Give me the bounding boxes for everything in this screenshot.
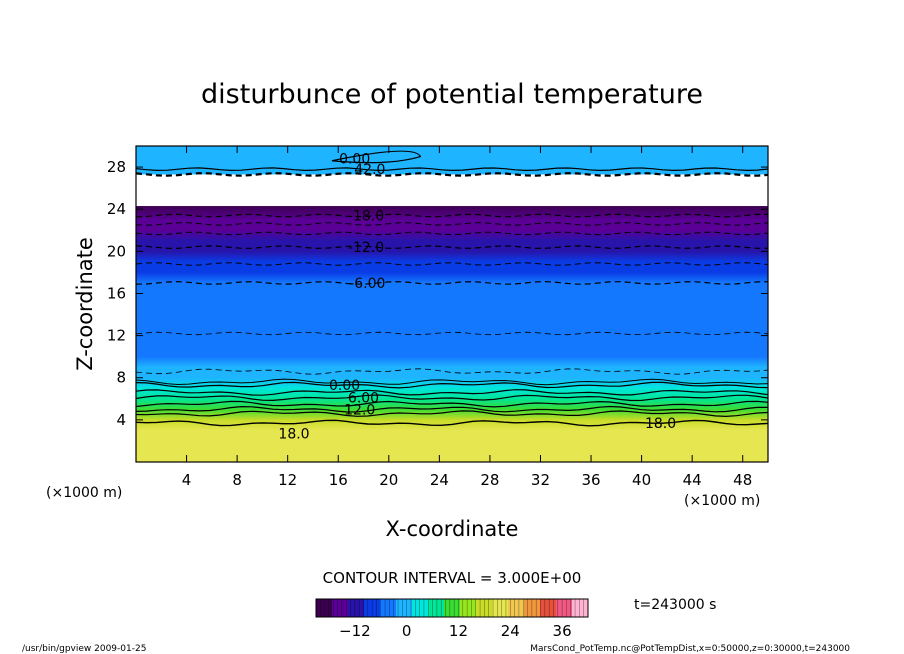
contour-line [136, 222, 768, 226]
missing-data-band [136, 174, 768, 207]
x-axis: 4 8 12 16 20 24 28 32 36 40 44 48 [182, 146, 752, 489]
contour-line [136, 400, 768, 408]
contour-labels: 0.006.0012.018.018.0-6.00-12.0-18.00.004… [278, 152, 676, 443]
x-tick-label: 4 [182, 471, 192, 489]
x-tick-label: 48 [733, 471, 752, 489]
contour-label: 18.0 [278, 427, 309, 443]
y-axis-unit: (×1000 m) [46, 485, 122, 501]
colorbar-segment [412, 599, 429, 617]
colorbar-tick-label: 12 [449, 622, 468, 640]
y-tick-label: 8 [116, 369, 126, 387]
contour-lines [136, 150, 768, 427]
colorbar: −12 0 12 24 36 [315, 598, 589, 640]
colorbar-segment [556, 599, 573, 617]
colorbar-tick-label: −12 [339, 622, 371, 640]
x-tick-label: 36 [581, 471, 600, 489]
x-tick-label: 40 [632, 471, 651, 489]
colorbar-tick-label: 36 [553, 622, 572, 640]
x-tick-label: 16 [329, 471, 348, 489]
y-tick-label: 24 [107, 200, 126, 218]
contour-label: -6.00 [349, 276, 385, 292]
contour-line [136, 405, 768, 413]
contour-label: 6.00 [348, 391, 379, 407]
colorbar-segment [396, 599, 413, 617]
y-tick-label: 16 [107, 284, 126, 302]
contour-label: -18.0 [348, 209, 384, 225]
chart-title: disturbunce of potential temperature [201, 79, 703, 110]
contour-line [136, 381, 768, 389]
contour-label: 0.00 [339, 152, 370, 168]
colorbar-frame [315, 598, 589, 618]
contour-line [136, 231, 768, 236]
contour-line [136, 331, 768, 336]
colorbar-segment [524, 599, 541, 617]
contour-label: -12.0 [348, 240, 384, 256]
colorbar-segment [380, 599, 397, 617]
contour-line [136, 281, 768, 285]
x-tick-label: 28 [480, 471, 499, 489]
contour-line [331, 150, 422, 164]
contour-line [136, 389, 768, 396]
colorbar-segment [508, 599, 525, 617]
footer-left: /usr/bin/gpview 2009-01-25 [22, 644, 146, 654]
contour-line [136, 410, 768, 418]
plot-frame [135, 145, 769, 463]
y-axis: 4 8 12 16 20 24 28 [107, 158, 768, 429]
footer-right: MarsCond_PotTemp.nc@PotTempDist,x=0:5000… [530, 644, 850, 654]
x-tick-label: 12 [278, 471, 297, 489]
contour-line [136, 245, 768, 249]
colorbar-segment [348, 599, 365, 617]
colorbar-segment [332, 599, 349, 617]
x-tick-label: 8 [232, 471, 242, 489]
contour-line [136, 213, 768, 218]
contour-label: 42.0 [354, 162, 385, 178]
x-axis-label: X-coordinate [386, 517, 519, 541]
contour-label: 18.0 [645, 416, 676, 432]
contour-line [136, 378, 768, 386]
colorbar-segment [492, 599, 509, 617]
colorbar-tick-label: 0 [402, 622, 412, 640]
contour-line [136, 262, 768, 266]
plot-area: 0.006.0012.018.018.0-6.00-12.0-18.00.004… [135, 145, 769, 463]
contour-label: 12.0 [344, 402, 375, 418]
colorbar-segment [460, 599, 477, 617]
contour-line [136, 394, 768, 402]
colorbar-tick-label: 24 [501, 622, 520, 640]
contour-line [136, 172, 768, 177]
x-tick-label: 20 [379, 471, 398, 489]
x-tick-label: 44 [683, 471, 702, 489]
y-tick-label: 4 [116, 411, 126, 429]
colorbar-segment [316, 599, 333, 617]
y-axis-label: Z-coordinate [73, 237, 97, 371]
contour-interval: CONTOUR INTERVAL = 3.000E+00 [323, 569, 582, 587]
contour-line [136, 368, 768, 375]
x-tick-label: 24 [430, 471, 449, 489]
contour-label: 0.00 [329, 378, 360, 394]
x-tick-label: 32 [531, 471, 550, 489]
colorbar-segment [572, 599, 589, 617]
time-label: t=243000 s [634, 597, 716, 613]
y-tick-label: 28 [107, 158, 126, 176]
x-axis-unit: (×1000 m) [684, 493, 760, 509]
colorbar-segment [428, 599, 445, 617]
y-tick-label: 20 [107, 242, 126, 260]
colorbar-segment [444, 599, 461, 617]
y-tick-label: 12 [107, 327, 126, 345]
contour-line [136, 419, 768, 427]
colorbar-segment [540, 599, 557, 617]
contour-line [136, 167, 768, 172]
